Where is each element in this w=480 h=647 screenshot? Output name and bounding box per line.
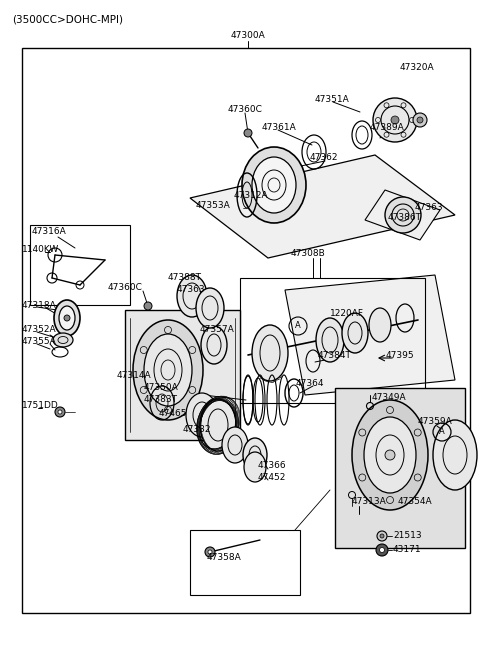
Text: 47395: 47395 [386,351,415,360]
Text: 47312A: 47312A [234,190,269,199]
Text: 47388T: 47388T [168,274,202,283]
Circle shape [376,544,388,556]
Ellipse shape [316,318,344,362]
Text: A: A [439,428,445,437]
Text: 47320A: 47320A [400,63,434,72]
Circle shape [244,129,252,137]
Bar [30,225,130,305]
Circle shape [417,117,423,123]
Ellipse shape [53,333,73,347]
Ellipse shape [385,197,421,233]
Text: 47452: 47452 [258,474,287,483]
Text: (3500CC>DOHC-MPI): (3500CC>DOHC-MPI) [12,14,123,24]
Polygon shape [285,275,455,395]
Circle shape [208,550,212,554]
Text: 47366: 47366 [258,461,287,470]
Circle shape [58,410,62,414]
Text: 47386T: 47386T [388,212,422,221]
Circle shape [205,547,215,557]
Text: 47358A: 47358A [207,553,242,562]
Ellipse shape [352,400,428,510]
Text: 47360C: 47360C [108,283,143,292]
Bar [125,310,240,440]
Text: 47360C: 47360C [228,105,263,115]
Text: 47362: 47362 [310,153,338,162]
Polygon shape [365,190,440,240]
Text: 47364: 47364 [296,378,324,388]
Circle shape [380,534,384,538]
Text: 47465: 47465 [159,408,188,417]
Circle shape [380,547,384,553]
Text: 21513: 21513 [393,531,421,540]
Ellipse shape [242,147,306,223]
Bar [335,388,465,548]
Ellipse shape [186,393,218,437]
Text: 47359A: 47359A [418,417,453,426]
Text: 47308B: 47308B [291,250,326,259]
Ellipse shape [413,113,427,127]
Text: 47355A: 47355A [22,338,57,347]
Circle shape [391,116,399,124]
Text: 47300A: 47300A [230,32,265,41]
Text: 47318A: 47318A [22,300,57,309]
Text: 47357A: 47357A [200,325,235,334]
Polygon shape [190,155,455,258]
Ellipse shape [433,420,477,490]
Text: 47353A: 47353A [196,201,231,210]
Ellipse shape [252,157,296,213]
Ellipse shape [342,313,368,353]
Ellipse shape [244,452,266,482]
Text: 47316A: 47316A [32,228,67,237]
Text: 47332: 47332 [183,426,212,435]
Text: A: A [295,322,301,331]
Text: 43171: 43171 [393,545,421,554]
Text: 47384T: 47384T [318,351,352,360]
Ellipse shape [222,427,248,463]
Ellipse shape [177,275,207,317]
Ellipse shape [200,399,236,451]
Circle shape [377,531,387,541]
Ellipse shape [144,334,192,406]
Text: 47389A: 47389A [370,124,405,133]
Text: 47314A: 47314A [117,371,152,380]
Ellipse shape [196,288,224,328]
Text: 47350A: 47350A [144,384,179,393]
Circle shape [144,302,152,310]
Text: 47383T: 47383T [144,395,178,404]
Text: 47352A: 47352A [22,325,57,334]
Text: 47363: 47363 [415,203,444,212]
Text: 1140KW: 1140KW [22,245,59,254]
Text: 47354A: 47354A [398,498,432,507]
Bar [22,48,470,613]
Circle shape [64,315,70,321]
Ellipse shape [364,417,416,493]
Ellipse shape [252,325,288,381]
Text: 47313A: 47313A [352,498,387,507]
Bar [190,530,300,595]
Ellipse shape [243,438,267,472]
Circle shape [55,407,65,417]
Circle shape [385,450,395,460]
Text: 47361A: 47361A [262,122,297,131]
Ellipse shape [373,98,417,142]
Text: 1220AF: 1220AF [330,309,364,318]
Ellipse shape [59,306,75,330]
Ellipse shape [201,326,227,364]
Text: 47349A: 47349A [372,393,407,402]
Ellipse shape [54,300,80,336]
Bar [240,278,425,403]
Text: 47363: 47363 [177,285,205,294]
Text: 1751DD: 1751DD [22,400,59,410]
Text: 47351A: 47351A [315,96,350,105]
Ellipse shape [369,308,391,342]
Ellipse shape [133,320,203,420]
